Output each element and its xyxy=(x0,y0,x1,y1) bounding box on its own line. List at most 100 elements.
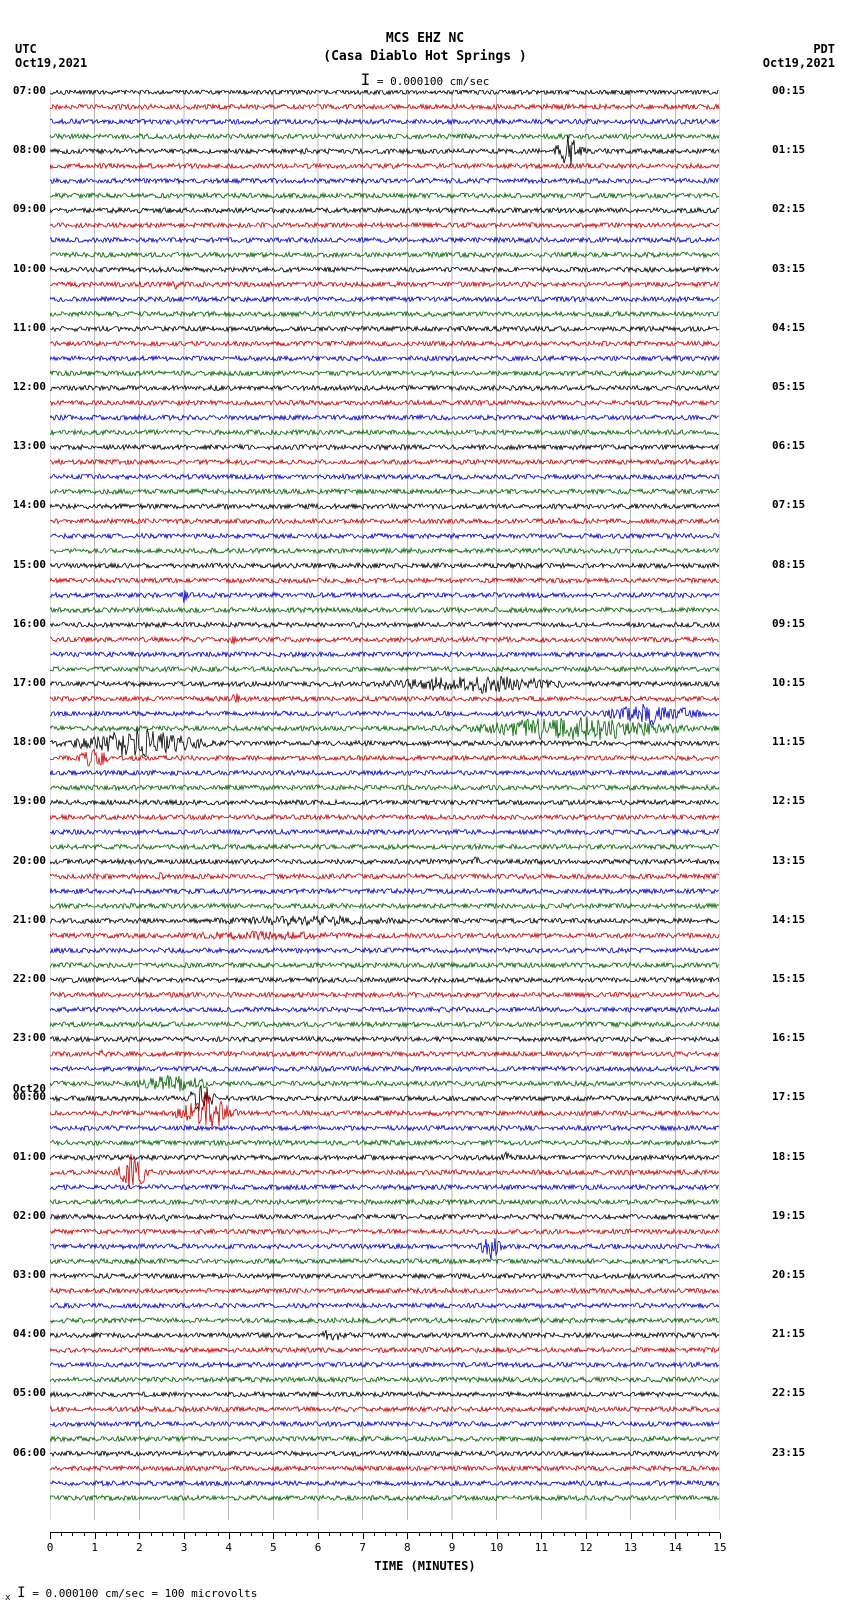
trace-row xyxy=(50,1075,719,1091)
x-tick-label: 4 xyxy=(225,1541,232,1554)
trace-row xyxy=(50,717,719,741)
x-tick-label: 11 xyxy=(535,1541,548,1554)
utc-hour-label: 21:00 xyxy=(0,913,46,926)
x-tick-label: 13 xyxy=(624,1541,637,1554)
trace-row xyxy=(50,400,719,405)
trace-row xyxy=(50,1377,719,1382)
trace-row xyxy=(50,857,719,864)
trace-row xyxy=(50,590,719,603)
pdt-hour-label: 07:15 xyxy=(772,498,805,511)
station-id: MCS EHZ NC xyxy=(0,30,850,48)
trace-row xyxy=(50,193,719,198)
utc-hour-label: 07:00 xyxy=(0,84,46,97)
utc-hour-label: 15:00 xyxy=(0,558,46,571)
trace-row xyxy=(50,164,719,169)
x-tick-label: 10 xyxy=(490,1541,503,1554)
utc-time-labels: 07:0008:0009:0010:0011:0012:0013:0014:00… xyxy=(0,90,48,1520)
pdt-hour-label: 05:15 xyxy=(772,380,805,393)
trace-row xyxy=(50,916,719,926)
utc-hour-label: 01:00 xyxy=(0,1150,46,1163)
pdt-hour-label: 10:15 xyxy=(772,676,805,689)
utc-hour-label: 00:00 xyxy=(0,1090,46,1103)
trace-row xyxy=(50,1086,719,1111)
trace-row xyxy=(50,992,719,997)
seismogram-container: MCS EHZ NC (Casa Diablo Hot Springs ) UT… xyxy=(0,0,850,1613)
trace-row xyxy=(50,1200,719,1205)
trace-row xyxy=(50,1126,719,1131)
right-date: Oct19,2021 xyxy=(763,56,835,70)
chart-header: MCS EHZ NC (Casa Diablo Hot Springs ) xyxy=(0,0,850,66)
scale-indicator: I = 0.000100 cm/sec xyxy=(361,70,490,89)
trace-row xyxy=(50,978,719,983)
trace-row xyxy=(50,178,719,183)
trace-row xyxy=(50,1229,719,1234)
trace-row xyxy=(50,963,719,968)
utc-hour-label: 12:00 xyxy=(0,380,46,393)
left-date: Oct19,2021 xyxy=(15,56,87,70)
utc-hour-label: 08:00 xyxy=(0,143,46,156)
left-timezone: UTC xyxy=(15,42,37,56)
trace-row xyxy=(50,1481,719,1486)
trace-row xyxy=(50,1436,719,1441)
trace-row xyxy=(50,800,719,805)
footer-scale: x I = 0.000100 cm/sec = 100 microvolts xyxy=(5,1585,257,1603)
trace-row xyxy=(50,104,719,109)
trace-row xyxy=(50,134,719,139)
trace-row xyxy=(50,750,719,767)
pdt-hour-label: 08:15 xyxy=(772,558,805,571)
trace-row xyxy=(50,252,719,257)
trace-row xyxy=(50,1214,719,1221)
trace-row xyxy=(50,1451,719,1456)
trace-row xyxy=(50,815,719,820)
trace-row xyxy=(50,667,719,672)
pdt-hour-label: 01:15 xyxy=(772,143,805,156)
pdt-hour-label: 23:15 xyxy=(772,1446,805,1459)
pdt-hour-label: 11:15 xyxy=(772,735,805,748)
trace-row xyxy=(50,1362,719,1367)
x-tick-label: 0 xyxy=(47,1541,54,1554)
pdt-hour-label: 04:15 xyxy=(772,321,805,334)
pdt-hour-label: 22:15 xyxy=(772,1386,805,1399)
utc-hour-label: 19:00 xyxy=(0,794,46,807)
trace-row xyxy=(50,873,719,880)
plot-area xyxy=(50,90,720,1520)
x-tick-label: 5 xyxy=(270,1541,277,1554)
pdt-hour-label: 17:15 xyxy=(772,1090,805,1103)
trace-row xyxy=(50,297,719,302)
trace-row xyxy=(50,119,719,124)
trace-row xyxy=(50,1022,719,1027)
utc-hour-label: 10:00 xyxy=(0,262,46,275)
trace-row xyxy=(50,636,719,644)
trace-row xyxy=(50,1407,719,1412)
x-tick-label: 3 xyxy=(181,1541,188,1554)
pdt-time-labels: 00:1501:1502:1503:1504:1505:1506:1507:15… xyxy=(772,90,820,1520)
trace-row xyxy=(50,460,719,465)
trace-row xyxy=(50,608,719,613)
utc-hour-label: 13:00 xyxy=(0,439,46,452)
trace-row xyxy=(50,267,719,272)
trace-row xyxy=(50,785,719,790)
trace-row xyxy=(50,1318,719,1323)
x-tick-label: 6 xyxy=(315,1541,322,1554)
trace-row xyxy=(50,1392,719,1397)
trace-row xyxy=(50,1288,719,1293)
right-timezone: PDT xyxy=(813,42,835,56)
utc-hour-label: 09:00 xyxy=(0,202,46,215)
utc-hour-label: 02:00 xyxy=(0,1209,46,1222)
trace-row xyxy=(50,1140,719,1145)
trace-row xyxy=(50,1066,719,1071)
trace-row xyxy=(50,1274,719,1279)
trace-row xyxy=(50,518,719,524)
trace-row xyxy=(50,904,719,909)
trace-row xyxy=(50,728,719,756)
trace-row xyxy=(50,534,719,539)
pdt-hour-label: 13:15 xyxy=(772,854,805,867)
trace-row xyxy=(50,474,719,479)
trace-row xyxy=(50,1303,719,1308)
trace-row xyxy=(50,430,719,435)
trace-row xyxy=(50,341,719,346)
trace-row xyxy=(50,135,719,166)
trace-row xyxy=(50,622,719,627)
trace-row xyxy=(50,1050,719,1057)
pdt-hour-label: 06:15 xyxy=(772,439,805,452)
